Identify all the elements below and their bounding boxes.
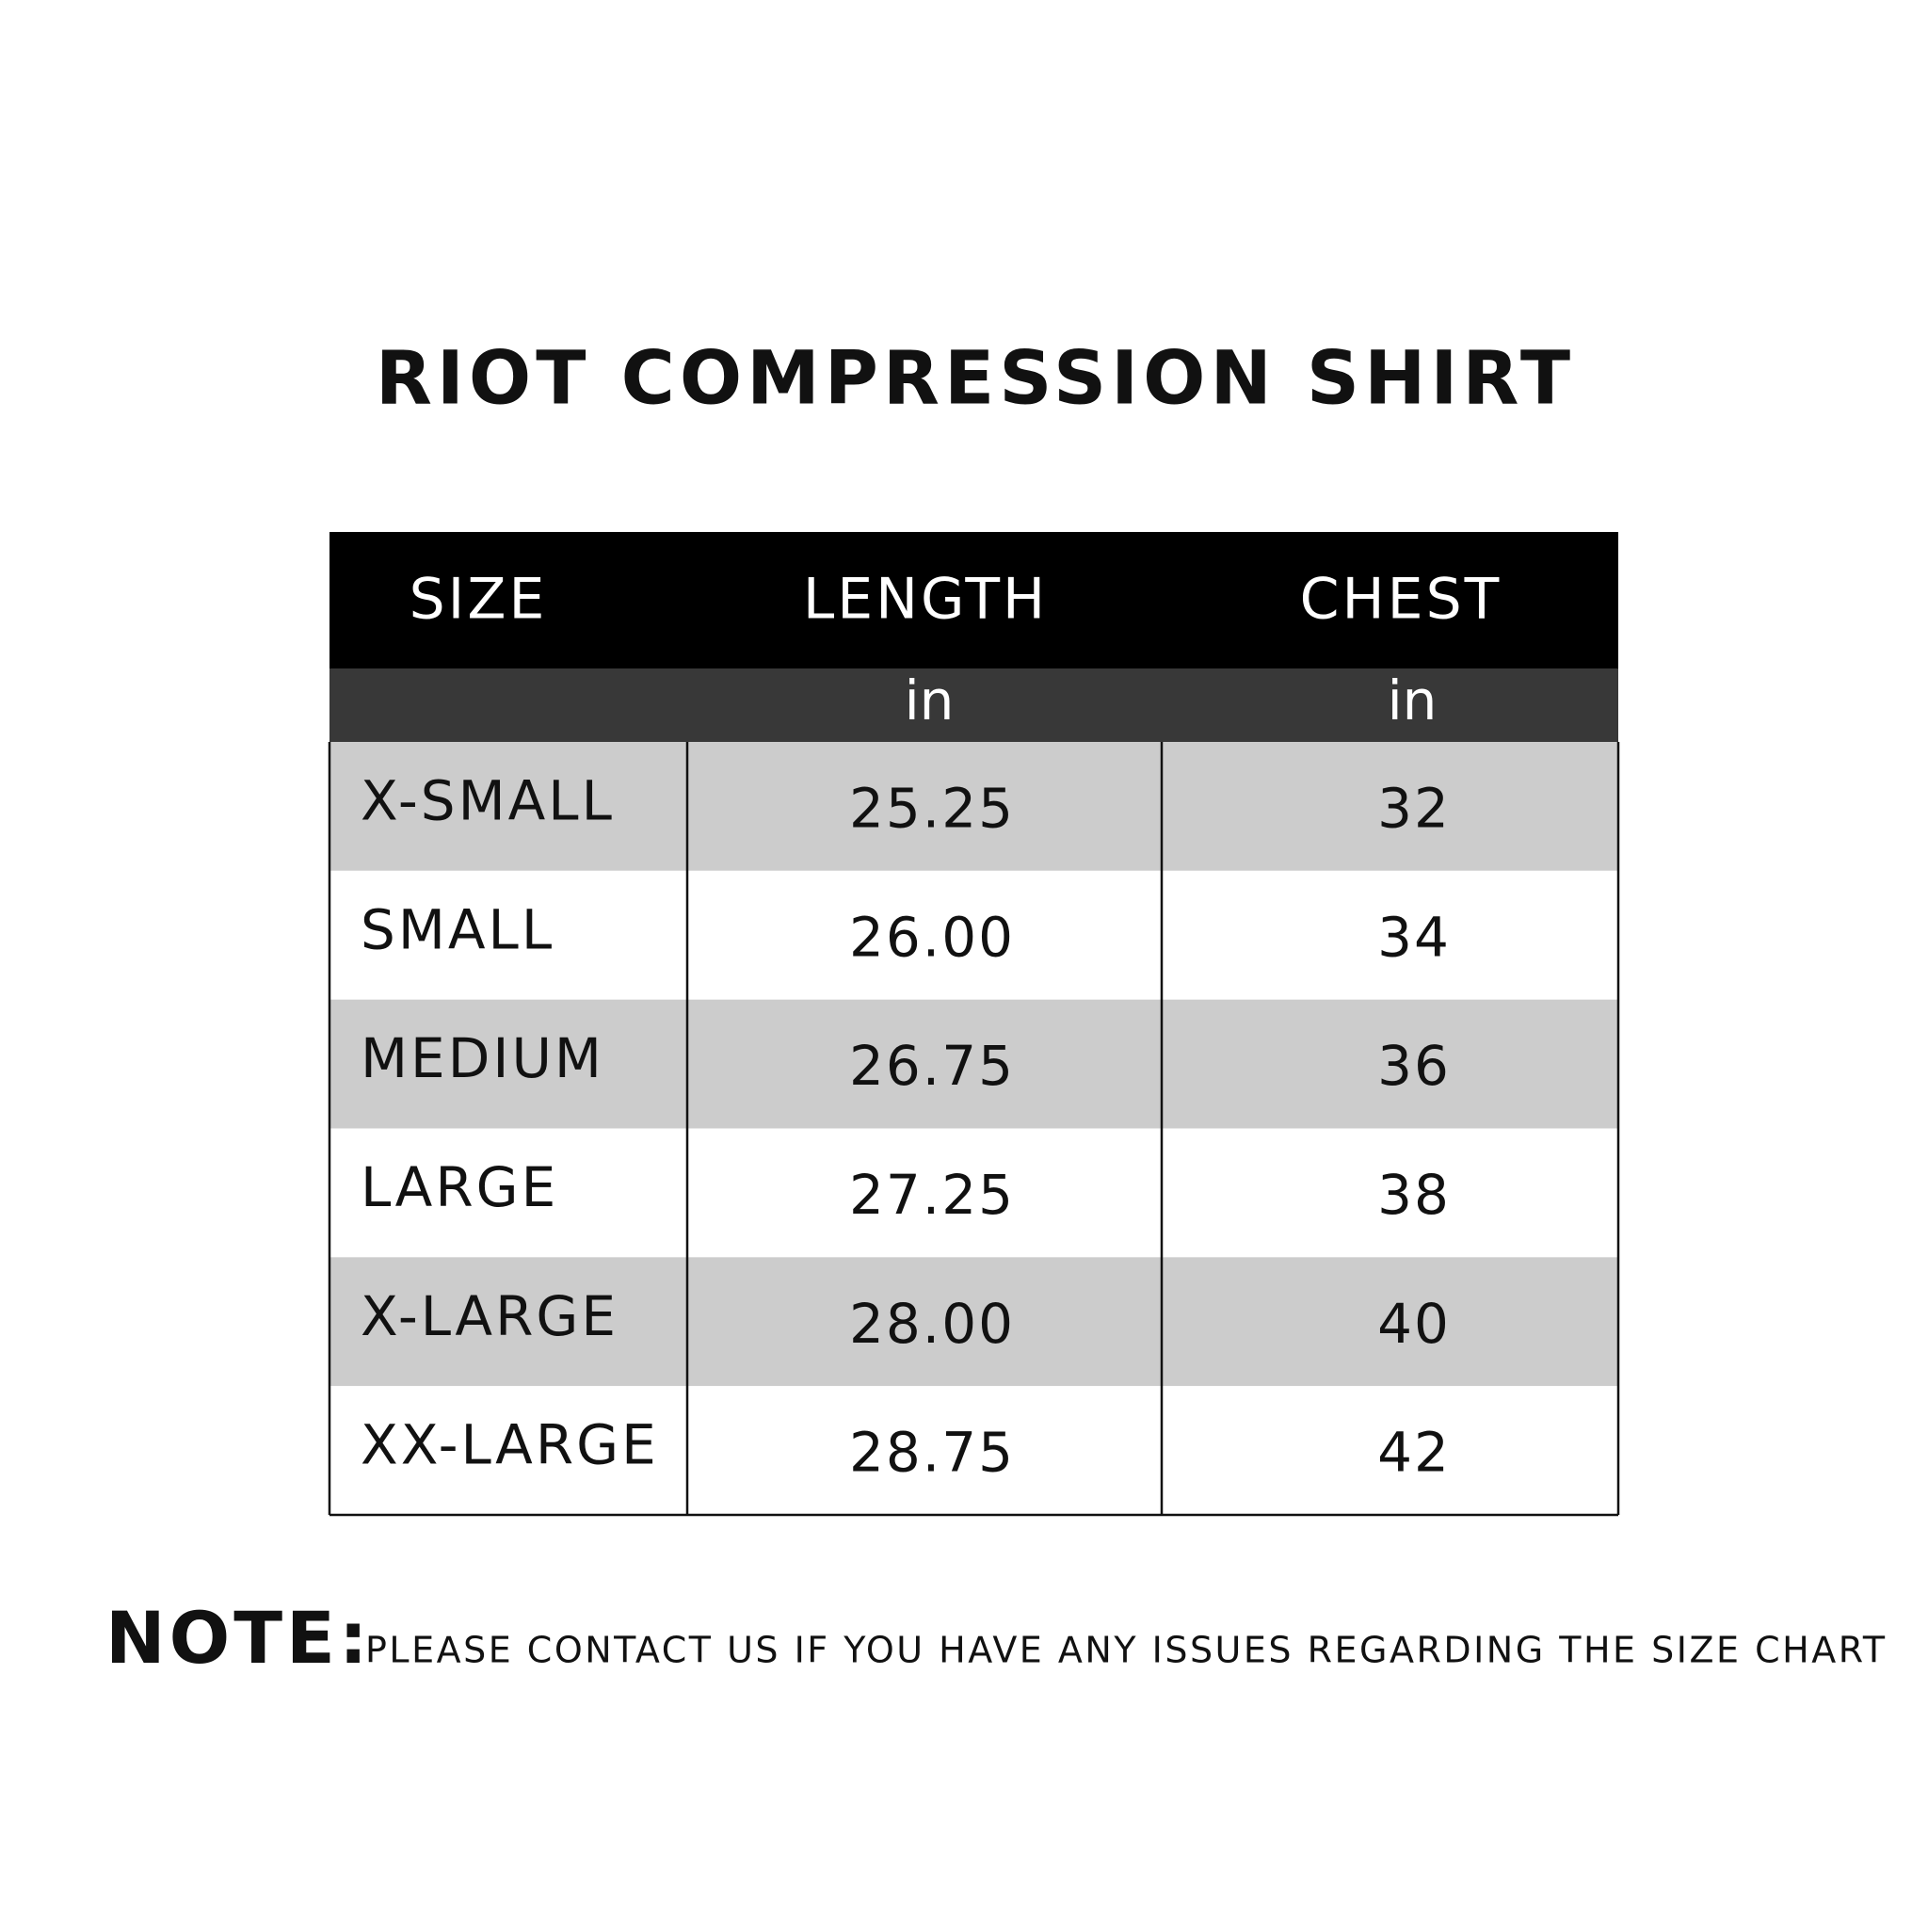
table-row bbox=[329, 999, 1618, 1129]
title: RIOT COMPRESSION SHIRT bbox=[376, 336, 1575, 421]
size-cell: X-SMALL bbox=[361, 769, 615, 833]
chest-cell: 40 bbox=[1377, 1292, 1451, 1356]
length-cell: 28.00 bbox=[849, 1292, 1015, 1356]
note-text: PLEASE CONTACT US IF YOU HAVE ANY ISSUES… bbox=[365, 1630, 1888, 1671]
size-cell: SMALL bbox=[361, 897, 554, 961]
note-label: NOTE: bbox=[105, 1596, 371, 1680]
length-cell: 26.75 bbox=[849, 1034, 1015, 1098]
size-cell: MEDIUM bbox=[361, 1026, 604, 1090]
unit-label: in bbox=[1388, 668, 1438, 733]
table-row bbox=[329, 742, 1618, 871]
size-cell: XX-LARGE bbox=[361, 1413, 659, 1477]
size-cell: LARGE bbox=[361, 1155, 558, 1219]
unit-label: in bbox=[905, 668, 955, 733]
header-row bbox=[329, 532, 1618, 668]
length-cell: 25.25 bbox=[849, 777, 1015, 841]
column-header: CHEST bbox=[1300, 567, 1502, 633]
table-row bbox=[329, 1128, 1618, 1258]
length-cell: 28.75 bbox=[849, 1421, 1015, 1485]
length-cell: 26.00 bbox=[849, 905, 1015, 969]
column-header: SIZE bbox=[410, 567, 548, 633]
table-row bbox=[329, 870, 1618, 1000]
table-row bbox=[329, 1257, 1618, 1387]
chest-cell: 32 bbox=[1377, 777, 1451, 841]
unit-row bbox=[329, 668, 1618, 742]
column-header: LENGTH bbox=[803, 567, 1048, 633]
chest-cell: 42 bbox=[1377, 1421, 1451, 1485]
chest-cell: 36 bbox=[1377, 1034, 1451, 1098]
size-cell: X-LARGE bbox=[361, 1284, 619, 1348]
table-row bbox=[329, 1386, 1618, 1515]
chest-cell: 34 bbox=[1377, 905, 1451, 969]
chest-cell: 38 bbox=[1377, 1163, 1451, 1227]
length-cell: 27.25 bbox=[849, 1163, 1015, 1227]
